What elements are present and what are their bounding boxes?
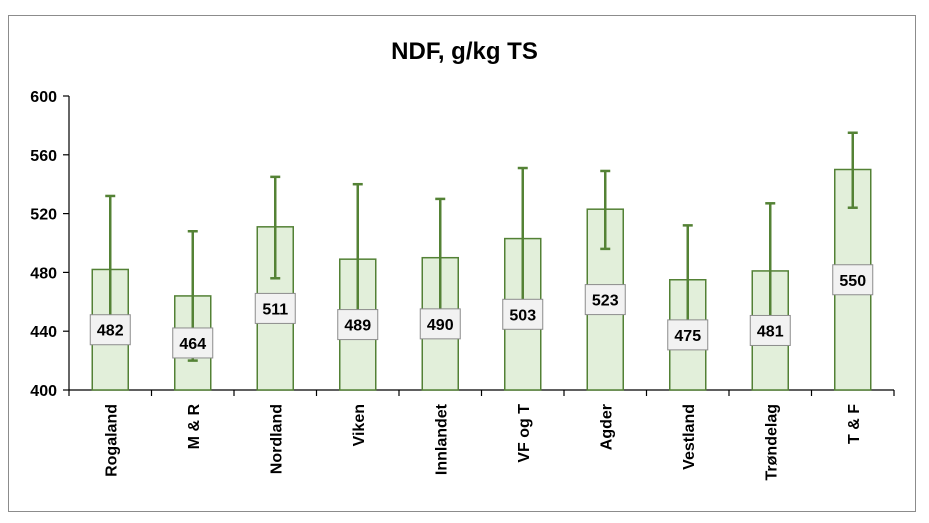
data-label: 482	[97, 323, 124, 340]
data-label: 481	[757, 323, 784, 340]
chart-frame	[8, 15, 916, 512]
data-label-box	[172, 327, 214, 359]
y-tick-label: 560	[30, 148, 57, 165]
error-bars	[105, 131, 858, 362]
chart-title: NDF, g/kg TS	[391, 38, 538, 65]
y-tick-label: 520	[30, 207, 57, 224]
data-label: 475	[674, 328, 701, 345]
data-label: 490	[427, 317, 454, 334]
category-label: VF og T	[516, 404, 533, 463]
data-label-box	[254, 292, 296, 324]
category-label: Viken	[351, 404, 368, 446]
category-label: Innlandet	[433, 403, 450, 475]
data-label: 550	[839, 273, 866, 290]
data-label-box	[502, 298, 544, 330]
category-label: Vestland	[681, 404, 698, 470]
category-label: Agder	[598, 404, 615, 450]
category-label: Trøndelag	[763, 404, 780, 480]
data-label: 511	[262, 301, 288, 318]
category-labels: Rogaland M & R Nordland Viken Innlandet VF og…	[103, 403, 863, 480]
y-tick-label: 400	[30, 383, 57, 400]
data-label-box	[749, 314, 791, 346]
data-label: 489	[344, 318, 371, 335]
category-label: M & R	[186, 404, 203, 450]
data-label-box	[667, 319, 709, 351]
category-label: Rogaland	[103, 404, 120, 477]
data-label-box	[337, 309, 379, 341]
data-labels: 482 464 511 489 490 503 523 475 481 550	[89, 264, 874, 359]
y-tick-label: 440	[30, 324, 57, 341]
data-label-box	[584, 284, 626, 316]
y-axis: 400 440 480 520 560 600	[30, 89, 70, 400]
y-tick-label: 600	[30, 89, 57, 106]
data-label-box	[832, 264, 874, 296]
data-label-box	[419, 308, 461, 340]
y-tick-label: 480	[30, 265, 57, 282]
data-label: 523	[592, 293, 619, 310]
data-label: 503	[509, 307, 536, 324]
category-label: Nordland	[268, 404, 285, 474]
data-label-box	[89, 314, 131, 346]
data-label: 464	[179, 336, 206, 353]
x-axis	[68, 389, 895, 396]
category-label: T & F	[846, 404, 863, 444]
